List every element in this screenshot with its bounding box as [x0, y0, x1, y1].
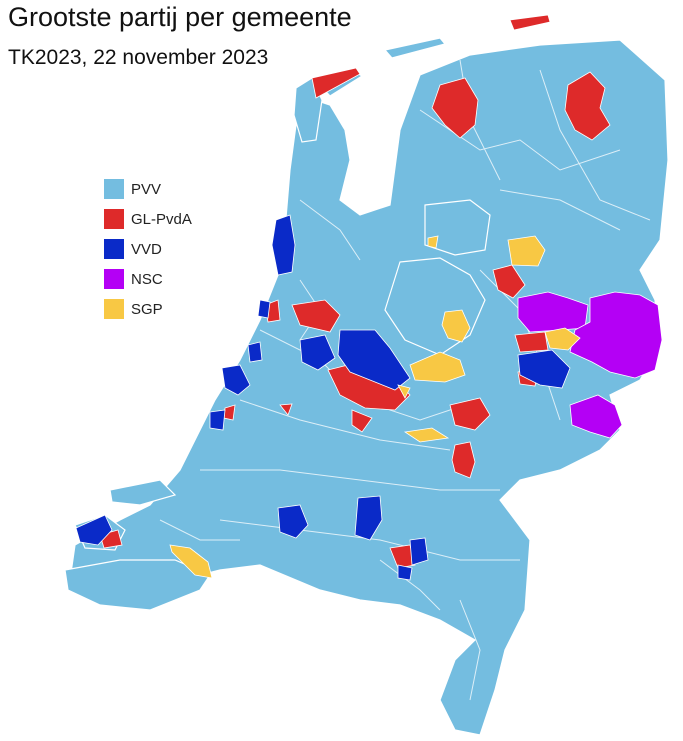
legend-label: NSC [131, 270, 163, 288]
legend-swatch [104, 299, 124, 319]
vvd-region [221, 364, 251, 396]
gl-pvda-region [492, 264, 526, 299]
sgp-regions [169, 235, 581, 579]
gl-pvda-region [449, 397, 491, 431]
sgp-region [403, 427, 450, 443]
nsc-regions [517, 291, 663, 439]
legend-swatch [104, 269, 124, 289]
vvd-region [337, 329, 411, 391]
gl-pvda-region [351, 409, 373, 433]
vvd-region [354, 495, 383, 541]
legend-item-nsc: NSC [104, 267, 192, 291]
noordoostpolder-region [424, 199, 491, 256]
vvd-region [75, 514, 113, 546]
vvd-region [277, 504, 309, 539]
vvd-region [247, 341, 263, 363]
legend-label: GL-PvdA [131, 210, 192, 228]
gl-pvda-region [431, 77, 479, 139]
gl-pvda-region [279, 403, 293, 416]
gl-pvda-region [564, 71, 611, 141]
zeeuws-vlaanderen-region [64, 559, 211, 611]
ameland-island [383, 37, 447, 59]
vvd-region [517, 349, 571, 389]
nsc-region [569, 291, 663, 379]
gl-pvda-region [389, 544, 416, 569]
legend-item-pvv: PVV [104, 177, 192, 201]
sgp-region [544, 327, 581, 351]
gl-pvda-region [451, 441, 476, 479]
legend-swatch [104, 239, 124, 259]
gl-pvda-region [311, 67, 361, 99]
legend-item-sgp: SGP [104, 297, 192, 321]
legend-swatch [104, 209, 124, 229]
legend-label: VVD [131, 240, 162, 258]
legend: PVV GL-PvdA VVD NSC SGP [104, 177, 192, 327]
sgp-region [507, 235, 546, 267]
gl-pvda-region [291, 299, 341, 333]
map-title: Grootste partij per gemeente [8, 2, 352, 32]
vvd-region [397, 564, 413, 581]
gl-pvda-region [514, 331, 549, 353]
nsc-region [569, 394, 623, 439]
legend-item-vvd: VVD [104, 237, 192, 261]
schouwen-region [109, 479, 177, 506]
legend-label: PVV [131, 180, 162, 198]
sgp-region [397, 384, 411, 399]
vvd-regions [75, 214, 571, 581]
gl-pvda-region [509, 14, 551, 31]
gl-pvda-regions [99, 14, 611, 569]
vvd-region [209, 409, 226, 431]
vvd-region [299, 334, 336, 371]
legend-item-gl-pvda: GL-PvdA [104, 207, 192, 231]
sgp-region [409, 351, 466, 383]
vvd-region [271, 214, 296, 276]
legend-swatch [104, 179, 124, 199]
legend-label: SGP [131, 300, 163, 318]
sgp-region [427, 235, 439, 249]
map-subtitle: TK2023, 22 november 2023 [8, 46, 269, 69]
vvd-region [257, 299, 271, 319]
sgp-region [169, 544, 213, 579]
vvd-region [409, 537, 429, 566]
sgp-region [441, 309, 471, 343]
